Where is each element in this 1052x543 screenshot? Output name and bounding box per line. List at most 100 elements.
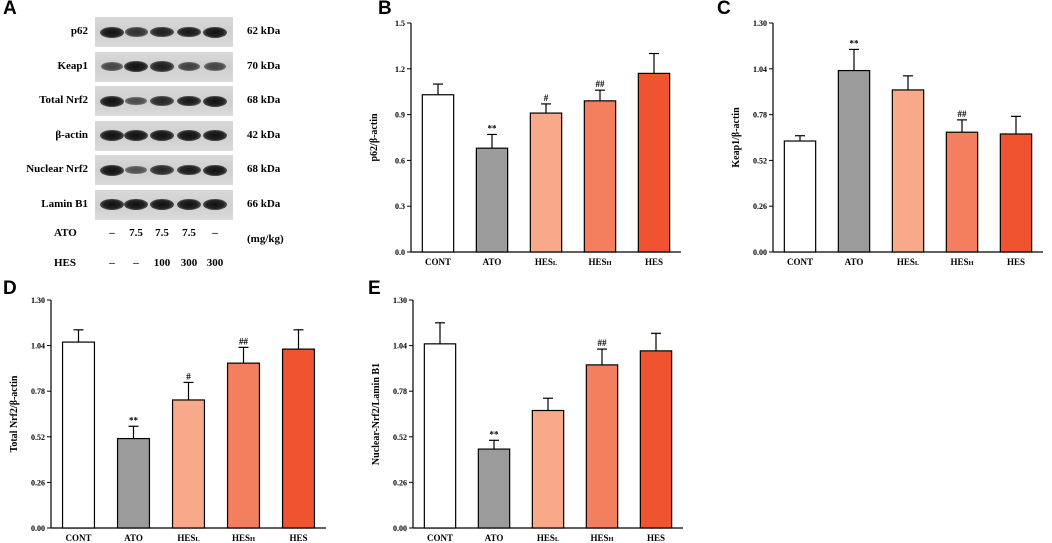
bar: [583, 100, 617, 253]
blot-strip: [95, 155, 233, 185]
blot-band: [100, 95, 124, 107]
kda-label: 68 kDa: [247, 163, 281, 175]
blot-band: [150, 61, 174, 72]
category-label: HESH: [588, 257, 611, 267]
treatment-dose: –: [212, 227, 218, 239]
bar: [421, 94, 455, 253]
significance-mark: ##: [596, 79, 606, 89]
category-subscript: H: [608, 536, 613, 543]
blot-band: [177, 26, 201, 38]
blot-band: [203, 95, 227, 107]
treatment-dose: –: [133, 257, 139, 269]
bar: [945, 131, 979, 253]
y-tick-label: 1.04: [753, 65, 767, 74]
y-tick-label: 1.2: [395, 65, 405, 74]
blot-band: [177, 199, 201, 210]
significance-mark: **: [850, 38, 860, 48]
bar: [639, 350, 673, 529]
chart-nuclear-nrf2: 0.00 0.26 0.52 0.78 1.04 1.30 Nuclear-Nrf2/Lam…: [371, 296, 683, 543]
significance-mark: ##: [239, 336, 249, 346]
category-label: ATO: [845, 257, 864, 267]
protein-label: Nuclear Nrf2: [26, 163, 88, 175]
y-tick-label: 1.30: [393, 296, 407, 305]
category-subscript: L: [915, 260, 920, 267]
significance-mark: ##: [958, 109, 968, 119]
kda-label: 70 kDa: [247, 59, 281, 72]
category-label: HES: [1007, 257, 1025, 267]
category-label: ATO: [485, 533, 504, 543]
y-axis-label: Total Nrf2/β-actin: [9, 375, 20, 452]
blot-band: [100, 199, 124, 210]
category-subscript: L: [555, 536, 560, 543]
panel-letter-a: A: [3, 0, 17, 19]
blot-band: [150, 95, 174, 107]
protein-label: β-actin: [55, 128, 88, 141]
panel-letter-b: B: [378, 0, 392, 19]
y-tick-label: 0.00: [393, 524, 407, 533]
blot-band: [100, 130, 124, 141]
category-subscript: H: [250, 536, 255, 543]
treatment-row: ATO – 7.5 7.5 7.5 – (mg/kg): [0, 227, 300, 245]
category-label: HESL: [537, 533, 560, 543]
panel-letter-d: D: [3, 278, 17, 299]
kda-label: 68 kDa: [247, 94, 281, 106]
bar: [171, 399, 206, 529]
protein-label: Keap1: [57, 59, 88, 72]
blot-band: [203, 130, 227, 141]
y-axis-label: p62/β-actin: [369, 113, 380, 161]
y-tick-label: 0.26: [753, 202, 767, 211]
y-tick-label: 0.9: [395, 111, 405, 120]
bar: [475, 147, 509, 253]
panel-letter-c: C: [717, 0, 731, 19]
bar: [529, 112, 563, 253]
bar: [783, 140, 817, 253]
treatment-row: HES – – 100 300 300: [0, 257, 300, 273]
y-tick-label: 0.52: [31, 433, 45, 442]
category-label: HESH: [590, 533, 613, 543]
bar: [226, 362, 261, 529]
bar: [477, 448, 511, 529]
blot-band: [150, 164, 174, 176]
category-label: HESL: [177, 533, 200, 543]
category-label: CONT: [65, 533, 91, 543]
treatment-dose: –: [109, 227, 115, 239]
blot-row: Total Nrf2 68 kDa: [0, 86, 300, 116]
y-tick-label: 0.00: [753, 248, 767, 257]
panel-letter-e: E: [368, 278, 381, 299]
category-label: HESH: [232, 533, 255, 543]
blot-strip: [95, 51, 233, 82]
blot-row: Keap1 70 kDa: [0, 51, 300, 82]
kda-label: 42 kDa: [247, 128, 281, 141]
y-tick-label: 1.04: [393, 342, 407, 351]
blot-band: [124, 61, 148, 72]
bar: [423, 343, 457, 529]
y-tick-label: 1.04: [31, 342, 45, 351]
category-label: CONT: [427, 533, 453, 543]
treatment-label: ATO: [54, 227, 77, 239]
kda-label: 62 kDa: [247, 25, 281, 37]
blot-band: [124, 199, 148, 210]
y-tick-label: 0.78: [393, 387, 407, 396]
y-tick-label: 0.00: [31, 524, 45, 533]
category-label: CONT: [787, 257, 813, 267]
category-label: HES: [289, 533, 307, 543]
blot-band: [203, 26, 227, 38]
blot-band: [124, 130, 148, 141]
treatment-label: HES: [54, 257, 77, 269]
y-tick-label: 1.30: [753, 19, 767, 28]
blot-row: p62 62 kDa: [0, 17, 300, 47]
blot-band: [150, 199, 174, 210]
dose-unit: (mg/kg): [247, 233, 284, 245]
y-tick-label: 0.78: [31, 387, 45, 396]
blot-band: [150, 26, 174, 38]
category-subscript: L: [553, 260, 558, 267]
bar: [837, 69, 871, 253]
blot-band: [177, 61, 201, 72]
treatment-dose: 7.5: [155, 227, 169, 239]
blot-band: [177, 95, 201, 107]
blot-strip: [95, 86, 233, 116]
blot-band: [100, 26, 124, 38]
y-tick-label: 0.3: [395, 202, 405, 211]
y-tick-label: 1.30: [31, 296, 45, 305]
chart-p62: 0.0 0.3 0.6 0.9 1.2 1.5 p62/β-actin CONT ** ATO # H…: [369, 19, 681, 267]
